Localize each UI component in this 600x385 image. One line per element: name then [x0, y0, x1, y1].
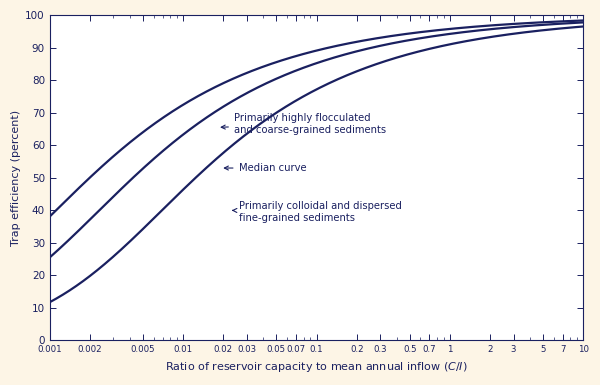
Text: Median curve: Median curve	[224, 163, 306, 173]
Text: Primarily highly flocculated
and coarse-grained sediments: Primarily highly flocculated and coarse-…	[221, 113, 386, 135]
Y-axis label: Trap efficiency (percent): Trap efficiency (percent)	[11, 110, 21, 246]
X-axis label: Ratio of reservoir capacity to mean annual inflow ($C/I$): Ratio of reservoir capacity to mean annu…	[165, 360, 468, 374]
Text: Primarily colloidal and dispersed
fine-grained sediments: Primarily colloidal and dispersed fine-g…	[233, 201, 401, 223]
